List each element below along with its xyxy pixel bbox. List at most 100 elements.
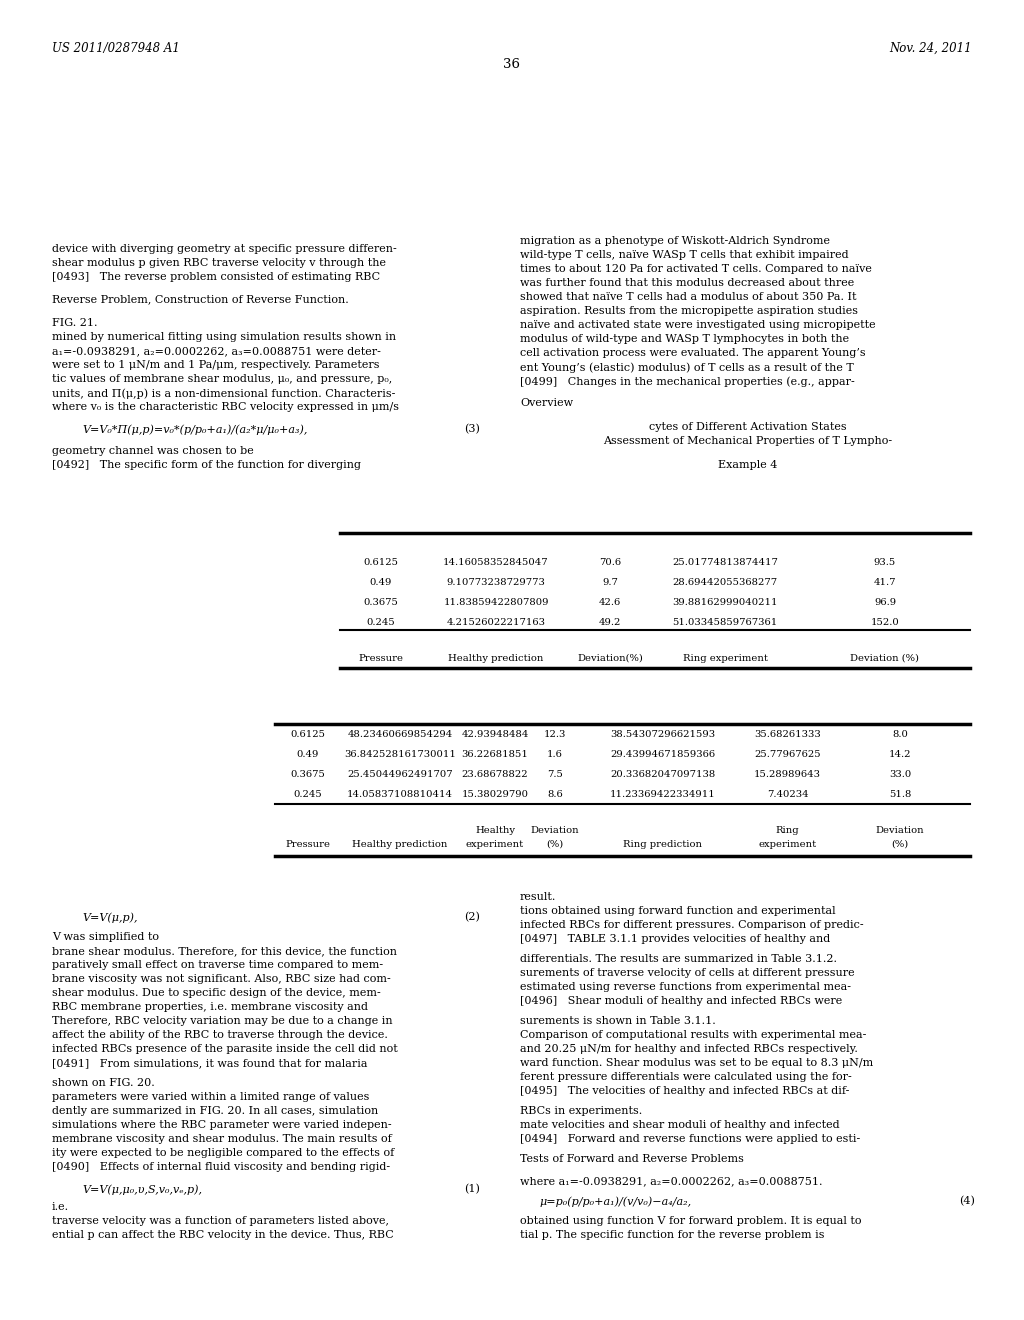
Text: device with diverging geometry at specific pressure differen-: device with diverging geometry at specif… — [52, 244, 396, 253]
Text: [0490]   Effects of internal fluid viscosity and bending rigid-: [0490] Effects of internal fluid viscosi… — [52, 1162, 390, 1172]
Text: 9.7: 9.7 — [602, 578, 617, 587]
Text: 9.10773238729773: 9.10773238729773 — [446, 578, 546, 587]
Text: 0.49: 0.49 — [370, 578, 392, 587]
Text: Ring experiment: Ring experiment — [683, 653, 767, 663]
Text: were set to 1 μN/m and 1 Pa/μm, respectively. Parameters: were set to 1 μN/m and 1 Pa/μm, respecti… — [52, 360, 380, 370]
Text: (1): (1) — [464, 1184, 480, 1195]
Text: RBC membrane properties, i.e. membrane viscosity and: RBC membrane properties, i.e. membrane v… — [52, 1002, 368, 1012]
Text: [0499]   Changes in the mechanical properties (e.g., appar-: [0499] Changes in the mechanical propert… — [520, 376, 855, 387]
Text: cytes of Different Activation States: cytes of Different Activation States — [648, 422, 846, 432]
Text: ential p can affect the RBC velocity in the device. Thus, RBC: ential p can affect the RBC velocity in … — [52, 1230, 394, 1239]
Text: modulus of wild-type and WASp T lymphocytes in both the: modulus of wild-type and WASp T lymphocy… — [520, 334, 849, 345]
Text: 7.40234: 7.40234 — [767, 789, 808, 799]
Text: units, and Π(μ,p) is a non-dimensional function. Characteris-: units, and Π(μ,p) is a non-dimensional f… — [52, 388, 395, 399]
Text: Assessment of Mechanical Properties of T Lympho-: Assessment of Mechanical Properties of T… — [603, 436, 892, 446]
Text: traverse velocity was a function of parameters listed above,: traverse velocity was a function of para… — [52, 1216, 389, 1226]
Text: 15.38029790: 15.38029790 — [462, 789, 528, 799]
Text: estimated using reverse functions from experimental mea-: estimated using reverse functions from e… — [520, 982, 851, 993]
Text: geometry channel was chosen to be: geometry channel was chosen to be — [52, 446, 254, 455]
Text: brane viscosity was not significant. Also, RBC size had com-: brane viscosity was not significant. Als… — [52, 974, 391, 983]
Text: parameters were varied within a limited range of values: parameters were varied within a limited … — [52, 1092, 370, 1102]
Text: 96.9: 96.9 — [873, 598, 896, 607]
Text: 36.842528161730011: 36.842528161730011 — [344, 750, 456, 759]
Text: 38.54307296621593: 38.54307296621593 — [610, 730, 715, 739]
Text: (4): (4) — [959, 1196, 975, 1206]
Text: 0.6125: 0.6125 — [290, 730, 325, 739]
Text: tions obtained using forward function and experimental: tions obtained using forward function an… — [520, 906, 836, 916]
Text: infected RBCs presence of the parasite inside the cell did not: infected RBCs presence of the parasite i… — [52, 1044, 397, 1053]
Text: and 20.25 μN/m for healthy and infected RBCs respectively.: and 20.25 μN/m for healthy and infected … — [520, 1044, 858, 1053]
Text: ferent pressure differentials were calculated using the for-: ferent pressure differentials were calcu… — [520, 1072, 852, 1082]
Text: [0492]   The specific form of the function for diverging: [0492] The specific form of the function… — [52, 459, 361, 470]
Text: Deviation: Deviation — [876, 826, 925, 836]
Text: ity were expected to be negligible compared to the effects of: ity were expected to be negligible compa… — [52, 1148, 394, 1158]
Text: (2): (2) — [464, 912, 480, 923]
Text: FIG. 21.: FIG. 21. — [52, 318, 97, 327]
Text: 12.3: 12.3 — [544, 730, 566, 739]
Text: V=V(μ,μ₀,υ,S,v₀,vₑ,p),: V=V(μ,μ₀,υ,S,v₀,vₑ,p), — [82, 1184, 202, 1195]
Text: 49.2: 49.2 — [599, 618, 622, 627]
Text: Pressure: Pressure — [358, 653, 403, 663]
Text: V=V(μ,p),: V=V(μ,p), — [82, 912, 137, 923]
Text: V was simplified to: V was simplified to — [52, 932, 159, 942]
Text: Overview: Overview — [520, 399, 573, 408]
Text: (%): (%) — [547, 840, 563, 849]
Text: naïve and activated state were investigated using micropipette: naïve and activated state were investiga… — [520, 319, 876, 330]
Text: 152.0: 152.0 — [870, 618, 899, 627]
Text: mined by numerical fitting using simulation results shown in: mined by numerical fitting using simulat… — [52, 333, 396, 342]
Text: infected RBCs for different pressures. Comparison of predic-: infected RBCs for different pressures. C… — [520, 920, 863, 931]
Text: 70.6: 70.6 — [599, 558, 622, 568]
Text: RBCs in experiments.: RBCs in experiments. — [520, 1106, 642, 1115]
Text: [0493]   The reverse problem consisted of estimating RBC: [0493] The reverse problem consisted of … — [52, 272, 380, 282]
Text: [0497]   TABLE 3.1.1 provides velocities of healthy and: [0497] TABLE 3.1.1 provides velocities o… — [520, 935, 830, 944]
Text: result.: result. — [520, 892, 556, 902]
Text: experiment: experiment — [466, 840, 524, 849]
Text: 0.3675: 0.3675 — [364, 598, 398, 607]
Text: 7.5: 7.5 — [547, 770, 563, 779]
Text: 36: 36 — [504, 58, 520, 71]
Text: shear modulus. Due to specific design of the device, mem-: shear modulus. Due to specific design of… — [52, 987, 381, 998]
Text: tial p. The specific function for the reverse problem is: tial p. The specific function for the re… — [520, 1230, 824, 1239]
Text: Deviation(%): Deviation(%) — [578, 653, 643, 663]
Text: experiment: experiment — [759, 840, 816, 849]
Text: dently are summarized in FIG. 20. In all cases, simulation: dently are summarized in FIG. 20. In all… — [52, 1106, 378, 1115]
Text: Deviation: Deviation — [530, 826, 580, 836]
Text: 51.8: 51.8 — [889, 789, 911, 799]
Text: [0495]   The velocities of healthy and infected RBCs at dif-: [0495] The velocities of healthy and inf… — [520, 1086, 849, 1096]
Text: showed that naïve T cells had a modulus of about 350 Pa. It: showed that naïve T cells had a modulus … — [520, 292, 856, 302]
Text: 11.83859422807809: 11.83859422807809 — [443, 598, 549, 607]
Text: [0494]   Forward and reverse functions were applied to esti-: [0494] Forward and reverse functions wer… — [520, 1134, 860, 1144]
Text: affect the ability of the RBC to traverse through the device.: affect the ability of the RBC to travers… — [52, 1030, 388, 1040]
Text: 33.0: 33.0 — [889, 770, 911, 779]
Text: tic values of membrane shear modulus, μ₀, and pressure, p₀,: tic values of membrane shear modulus, μ₀… — [52, 374, 392, 384]
Text: times to about 120 Pa for activated T cells. Compared to naïve: times to about 120 Pa for activated T ce… — [520, 264, 871, 275]
Text: US 2011/0287948 A1: US 2011/0287948 A1 — [52, 42, 180, 55]
Text: 14.05837108810414: 14.05837108810414 — [347, 789, 453, 799]
Text: was further found that this modulus decreased about three: was further found that this modulus decr… — [520, 279, 854, 288]
Text: 0.245: 0.245 — [367, 618, 395, 627]
Text: 20.33682047097138: 20.33682047097138 — [610, 770, 715, 779]
Text: Comparison of computational results with experimental mea-: Comparison of computational results with… — [520, 1030, 866, 1040]
Text: wild-type T cells, naïve WASp T cells that exhibit impaired: wild-type T cells, naïve WASp T cells th… — [520, 249, 849, 260]
Text: Healthy prediction: Healthy prediction — [352, 840, 447, 849]
Text: 11.23369422334911: 11.23369422334911 — [609, 789, 716, 799]
Text: ward function. Shear modulus was set to be equal to 8.3 μN/m: ward function. Shear modulus was set to … — [520, 1059, 873, 1068]
Text: Tests of Forward and Reverse Problems: Tests of Forward and Reverse Problems — [520, 1154, 743, 1164]
Text: a₁=-0.0938291, a₂=0.0002262, a₃=0.0088751 were deter-: a₁=-0.0938291, a₂=0.0002262, a₃=0.008875… — [52, 346, 381, 356]
Text: 28.69442055368277: 28.69442055368277 — [673, 578, 777, 587]
Text: 36.22681851: 36.22681851 — [462, 750, 528, 759]
Text: cell activation process were evaluated. The apparent Young’s: cell activation process were evaluated. … — [520, 348, 865, 358]
Text: 23.68678822: 23.68678822 — [462, 770, 528, 779]
Text: brane shear modulus. Therefore, for this device, the function: brane shear modulus. Therefore, for this… — [52, 946, 397, 956]
Text: 0.245: 0.245 — [293, 789, 322, 799]
Text: Reverse Problem, Construction of Reverse Function.: Reverse Problem, Construction of Reverse… — [52, 294, 349, 304]
Text: i.e.: i.e. — [52, 1203, 70, 1212]
Text: (%): (%) — [891, 840, 908, 849]
Text: surements of traverse velocity of cells at different pressure: surements of traverse velocity of cells … — [520, 968, 855, 978]
Text: obtained using function V for forward problem. It is equal to: obtained using function V for forward pr… — [520, 1216, 861, 1226]
Text: [0491]   From simulations, it was found that for malaria: [0491] From simulations, it was found th… — [52, 1059, 368, 1068]
Text: 8.6: 8.6 — [547, 789, 563, 799]
Text: 39.88162999040211: 39.88162999040211 — [672, 598, 778, 607]
Text: (3): (3) — [464, 424, 480, 434]
Text: membrane viscosity and shear modulus. The main results of: membrane viscosity and shear modulus. Th… — [52, 1134, 392, 1144]
